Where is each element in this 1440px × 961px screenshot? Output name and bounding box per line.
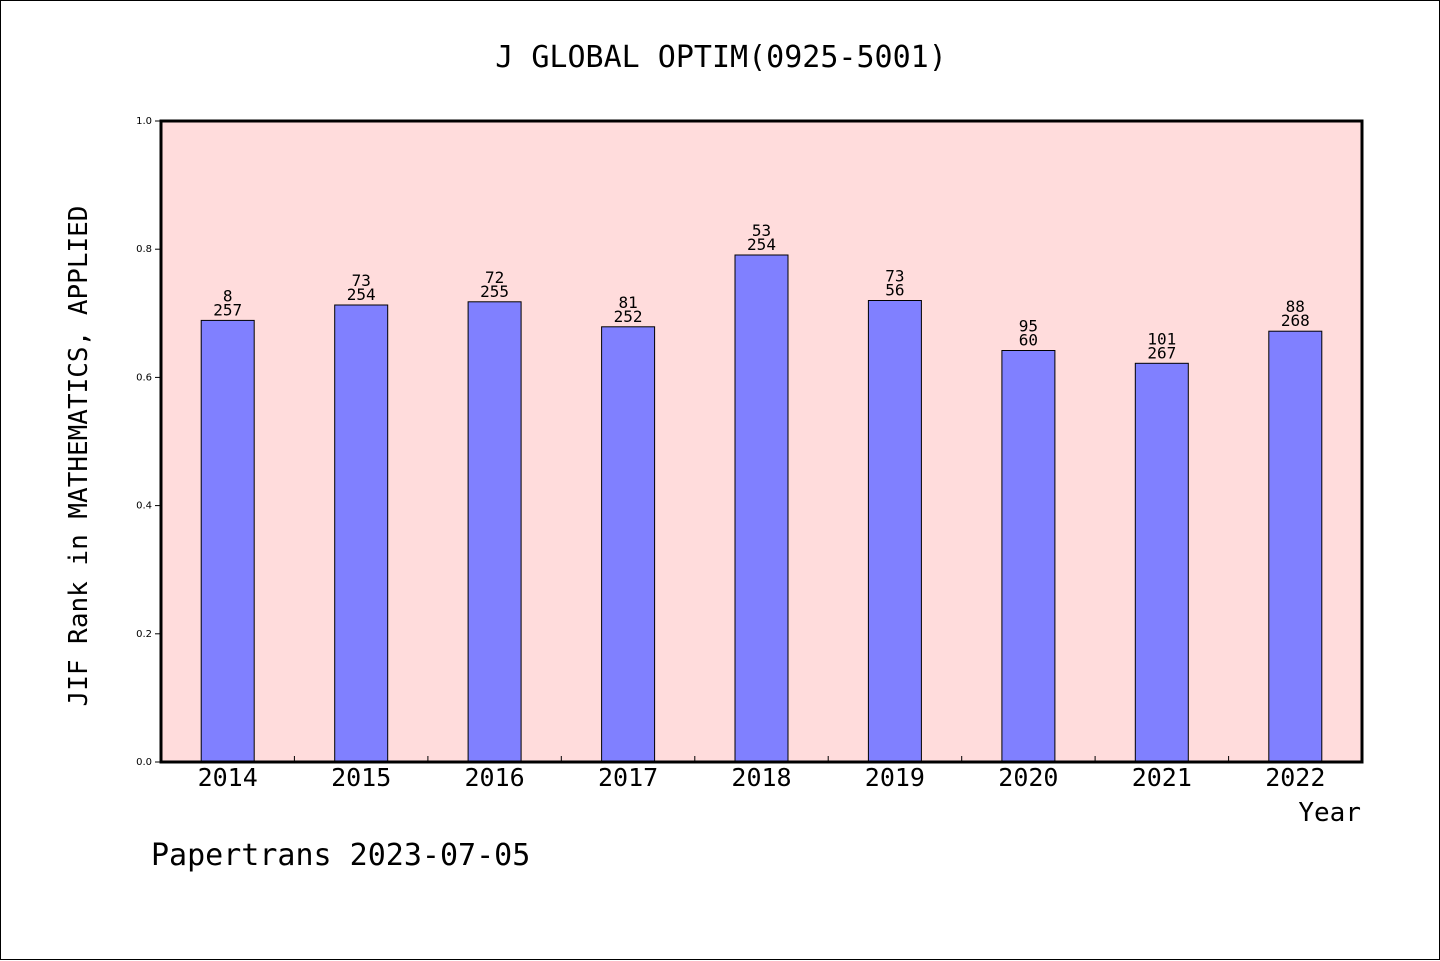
x-tick-label-2018: 2018 [731,763,791,792]
x-axis-label: Year [1298,798,1361,828]
y-tick-label: 1.0 [136,116,152,127]
x-tick-label-2020: 2020 [998,763,1058,792]
chart-title: J GLOBAL OPTIM(0925-5001) [495,40,947,75]
x-tick-label-2022: 2022 [1265,763,1325,792]
data-label-total-2018: 254 [747,235,776,254]
data-label-rank-2019: 73 [885,267,904,286]
data-label-total-2014: 257 [213,300,242,319]
data-label-rank-2018: 53 [752,221,771,240]
bar-2020 [1001,350,1056,763]
x-tick-label-2014: 2014 [198,763,258,792]
y-tick-label: 0.0 [136,757,152,768]
data-label-total-2022: 268 [1281,311,1310,330]
data-label-rank-2015: 73 [352,271,371,290]
y-tick-label: 0.2 [136,629,152,640]
data-label-total-2016: 255 [480,282,509,301]
data-label-rank-2016: 72 [485,268,504,287]
data-label-rank-2017: 81 [618,293,637,312]
data-label-total-2017: 252 [614,307,643,326]
x-tick-label-2019: 2019 [865,763,925,792]
x-tick-label-2016: 2016 [464,763,524,792]
footer-credit: Papertrans 2023-07-05 [151,838,530,873]
data-label-total-2015: 254 [347,285,376,304]
y-tick-label: 0.8 [136,244,152,255]
bar-2017 [601,326,656,763]
data-label-total-2021: 267 [1147,343,1176,362]
y-axis-label: JIF Rank in MATHEMATICS, APPLIED [64,206,94,707]
bars-layer [200,254,1323,763]
y-tick-label: 0.4 [136,501,152,512]
bar-2016 [467,301,522,763]
x-tick-label-2015: 2015 [331,763,391,792]
x-tick-label-2017: 2017 [598,763,658,792]
y-axis: 0.0 0.2 0.4 0.6 0.8 1.0 [136,116,161,768]
x-axis: 2014 2015 2016 2017 2018 2019 2020 2021 2022 [198,756,1325,792]
bar-2019 [867,300,922,763]
data-label-rank-2014: 8 [223,286,233,305]
data-label-rank-2021: 101 [1147,329,1176,348]
y-tick-label: 0.6 [136,372,152,383]
data-label-total-2020: 60 [1019,331,1038,350]
x-tick-label-2021: 2021 [1132,763,1192,792]
data-label-rank-2022: 88 [1286,297,1305,316]
bar-2021 [1134,362,1189,763]
bar-2022 [1268,330,1323,763]
bar-2018 [734,254,789,763]
bar-2015 [334,304,389,763]
data-label-total-2019: 56 [885,281,904,300]
bar-2014 [200,319,255,763]
data-label-rank-2020: 95 [1019,317,1038,336]
plot-border [159,119,1364,764]
